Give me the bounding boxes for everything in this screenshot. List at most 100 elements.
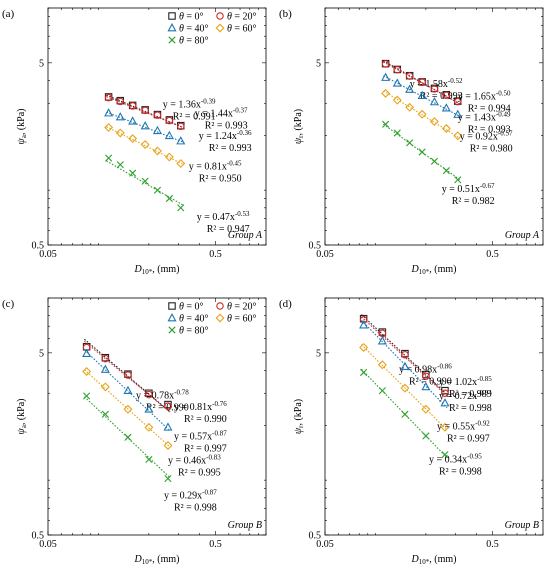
fit-equation: y = 1.58x-0.52 <box>410 77 463 90</box>
x-tick-label: 0.5 <box>209 249 222 260</box>
fit-r-squared: R² = 0.990 <box>146 403 189 414</box>
y-axis-label: ψa, (kPa) <box>16 109 28 145</box>
x-axis-label: D10*, (mm) <box>411 264 457 276</box>
group-label: Group B <box>505 520 539 531</box>
fit-r-squared: R² = 0.993 <box>209 143 252 154</box>
data-point <box>440 422 450 432</box>
fit-exponent: -0.95 <box>467 453 482 461</box>
data-point <box>101 410 109 418</box>
data-point <box>129 169 137 177</box>
data-point <box>453 109 463 118</box>
data-point <box>177 204 185 212</box>
data-point <box>144 404 154 413</box>
panel-label: (d) <box>279 298 292 310</box>
y-axis-label: ψr, (kPa) <box>293 399 305 434</box>
legend-label: θ = 0° <box>179 12 204 23</box>
data-point <box>405 84 415 93</box>
data-point <box>124 371 132 379</box>
x-axis-label: D10*, (mm) <box>134 554 180 566</box>
data-point <box>442 167 450 175</box>
data-point <box>100 364 110 373</box>
fit-line <box>383 90 461 139</box>
plot-frame <box>47 297 267 536</box>
data-point <box>144 422 154 432</box>
data-point <box>442 91 451 99</box>
group-label: Group A <box>228 230 263 241</box>
fit-line <box>84 340 171 413</box>
x-tick-label: 0.5 <box>209 539 222 550</box>
fit-line <box>84 338 171 413</box>
legend-marker <box>167 23 177 32</box>
fit-equation: y = 0.51x-0.67 <box>442 182 495 195</box>
y-tick-label: 0.5 <box>309 241 322 252</box>
fit-exponent: -0.76 <box>212 400 227 408</box>
fit-r-squared: R² = 0.998 <box>449 403 492 414</box>
data-point <box>381 60 390 68</box>
fit-equation: y = 0.47x-0.53 <box>197 210 250 223</box>
fit-r-squared: R² = 0.980 <box>470 144 513 155</box>
y-tick-label: 5 <box>316 58 321 69</box>
data-point <box>417 90 427 100</box>
data-point <box>115 128 125 138</box>
y-tick-label: 5 <box>39 348 44 359</box>
data-point <box>377 360 387 370</box>
x-tick-label: 0.05 <box>39 539 57 550</box>
data-point <box>454 176 462 184</box>
fit-exponent: -0.78 <box>174 389 189 397</box>
data-point <box>381 72 391 81</box>
fit-exponent: -0.37 <box>233 106 248 114</box>
data-point <box>165 194 173 203</box>
data-point <box>140 140 150 150</box>
fit-line <box>361 316 448 397</box>
data-point <box>164 130 174 140</box>
fit-r-squared: R² = 0.998 <box>174 503 217 514</box>
fit-r-squared: R² = 0.950 <box>199 174 242 185</box>
data-point <box>421 381 431 391</box>
data-point <box>421 404 431 414</box>
fit-line <box>106 96 184 128</box>
data-point <box>116 161 124 169</box>
fit-equation: y = 1.02x-0.85 <box>439 375 492 388</box>
fit-r-squared: R² = 0.989 <box>449 389 492 400</box>
fit-equation: y = 0.57x-0.87 <box>174 429 227 442</box>
data-point <box>454 97 462 106</box>
legend-label: θ = 40° <box>179 24 209 35</box>
legend-label: θ = 60° <box>227 314 257 325</box>
fit-r-squared: R² = 0.998 <box>439 467 482 478</box>
y-tick-label: 0.5 <box>309 531 322 542</box>
y-axis-label: ψr, (kPa) <box>293 109 305 144</box>
data-point <box>405 102 415 112</box>
fit-exponent: -0.45 <box>227 160 242 168</box>
fit-exponent: -0.67 <box>480 182 495 190</box>
y-tick-label: 5 <box>316 348 321 359</box>
data-point <box>441 103 451 112</box>
data-point <box>82 367 92 376</box>
fit-r-squared: R² = 0.993 <box>468 125 511 136</box>
fit-r-squared: R² = 0.947 <box>207 224 250 235</box>
data-point <box>453 131 463 141</box>
fit-r-squared: R² = 0.997 <box>447 433 490 444</box>
data-point <box>430 157 439 165</box>
data-point <box>392 95 402 105</box>
fit-exponent: -0.53 <box>235 210 250 218</box>
data-point <box>377 336 387 345</box>
panel-label: (c) <box>2 298 15 310</box>
data-point <box>405 72 414 80</box>
x-tick-label: 0.05 <box>39 249 57 260</box>
data-point <box>359 320 369 329</box>
fit-r-squared: R² = 0.990 <box>409 377 452 388</box>
legend-marker <box>215 23 225 33</box>
data-point <box>401 351 409 359</box>
x-tick-label: 0.5 <box>486 249 499 260</box>
data-point <box>441 389 449 397</box>
data-point <box>82 348 92 357</box>
fit-exponent: -0.85 <box>477 375 492 383</box>
data-point <box>429 117 439 127</box>
fit-line <box>361 344 448 431</box>
fit-r-squared: R² = 0.993 <box>205 120 248 131</box>
fit-r-squared: R² = 0.995 <box>178 467 221 478</box>
fit-exponent: -0.36 <box>237 129 252 137</box>
legend-marker <box>168 326 176 334</box>
